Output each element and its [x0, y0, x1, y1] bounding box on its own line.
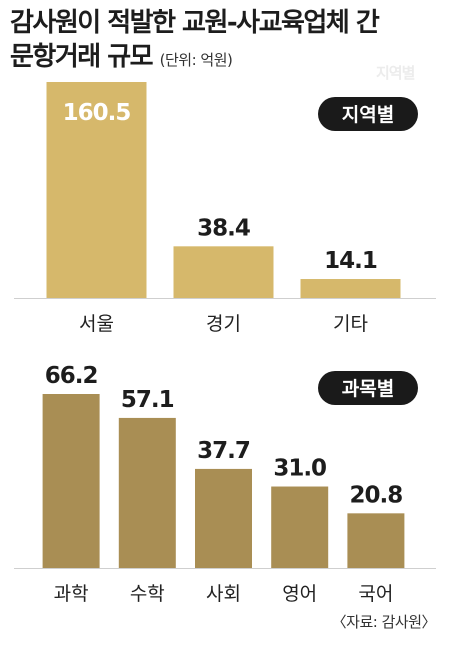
unit-label: (단위: 억원): [159, 51, 233, 69]
region-category-label: 기타: [333, 313, 368, 335]
subject-value-label: 66.2: [45, 363, 98, 389]
region-bar: [46, 82, 147, 298]
region-value-label: 14.1: [324, 248, 377, 274]
region-value-label: 160.5: [63, 100, 131, 126]
subject-bar: [271, 486, 329, 568]
title-line-2-text: 문항거래 규모: [10, 42, 154, 72]
subject-badge-label: 과목별: [342, 378, 394, 400]
subject-category-label: 영어: [282, 583, 317, 605]
watermark-text: 지역별: [376, 64, 415, 82]
subject-category-label: 수학: [130, 583, 165, 605]
region-badge: [318, 97, 418, 131]
region-value-label: 38.4: [197, 215, 250, 241]
subject-value-label: 31.0: [273, 456, 326, 482]
title-line-1: 감사원이 적발한 교원-사교육업체 간: [10, 8, 380, 38]
chart-title: 감사원이 적발한 교원-사교육업체 간 문항거래 규모 (단위: 억원): [10, 6, 440, 77]
title-line-2: 문항거래 규모 (단위: 억원): [10, 40, 440, 77]
subject-category-label: 국어: [358, 583, 393, 605]
region-bar: [300, 279, 401, 298]
subject-value-label: 57.1: [121, 387, 174, 413]
subject-bar: [42, 394, 100, 568]
subject-value-label: 20.8: [350, 482, 403, 508]
subject-bar: [195, 468, 252, 568]
subject-category-label: 과학: [54, 583, 89, 605]
subject-bar: [347, 513, 405, 568]
region-category-label: 서울: [79, 313, 114, 335]
subject-bar: [118, 417, 176, 568]
subject-badge: [318, 371, 418, 405]
region-badge-label: 지역별: [342, 104, 394, 126]
source-credit: 〈자료: 감사원〉: [331, 613, 437, 631]
region-bar: [173, 246, 274, 298]
subject-category-label: 사회: [206, 583, 241, 605]
subject-value-label: 37.7: [197, 438, 250, 464]
region-category-label: 경기: [206, 313, 241, 335]
